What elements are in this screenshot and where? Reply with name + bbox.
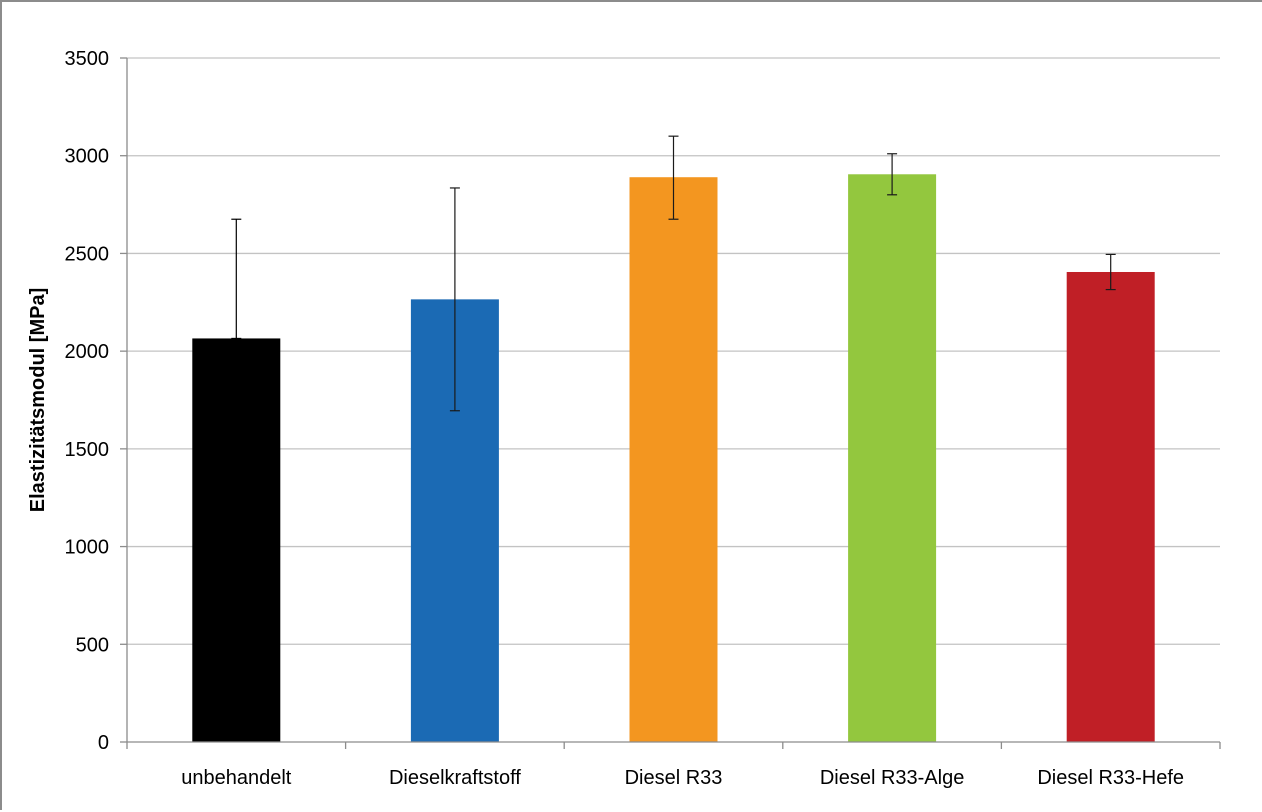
y-tick-label: 2000 xyxy=(65,341,110,363)
tick-labels: 0 500 1000 1500 2000 2500 3000 3500 unbehandelt D… xyxy=(65,48,1185,789)
x-tick-label: Diesel R33 xyxy=(625,767,723,789)
bar-4 xyxy=(848,174,937,742)
y-tick-label: 3500 xyxy=(65,48,110,70)
bar-3 xyxy=(629,177,718,742)
x-tick-label: Diesel R33-Hefe xyxy=(1037,767,1184,789)
axes xyxy=(120,57,1221,749)
y-tick-label: 1000 xyxy=(65,537,110,559)
y-tick-label: 3000 xyxy=(65,146,110,168)
y-tick-label: 2500 xyxy=(65,243,110,265)
y-tick-label: 0 xyxy=(98,732,109,754)
x-tick-label: unbehandelt xyxy=(181,767,292,789)
bar-5 xyxy=(1066,271,1155,742)
x-tick-label: Dieselkraftstoff xyxy=(389,767,521,789)
y-tick-label: 1500 xyxy=(65,439,110,461)
y-axis-title: Elastizitätsmodul [MPa] xyxy=(27,288,49,512)
x-tick-label: Diesel R33-Alge xyxy=(820,767,965,789)
bars xyxy=(192,174,1155,742)
error-bars xyxy=(231,135,1116,412)
y-tick-label: 500 xyxy=(76,634,109,656)
bar-1 xyxy=(192,338,281,742)
